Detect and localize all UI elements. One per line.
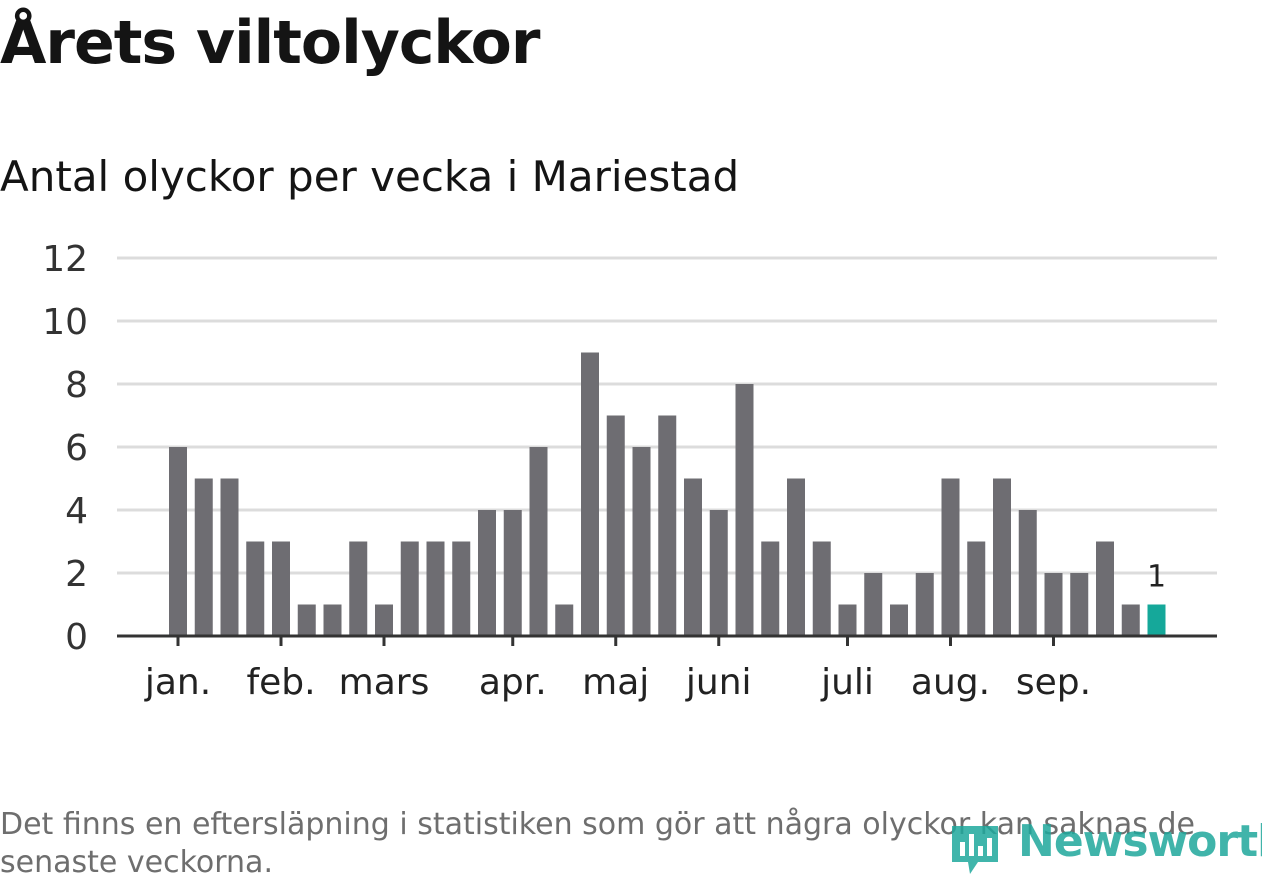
bar [761, 541, 780, 636]
bar [400, 541, 419, 636]
bar [555, 604, 574, 636]
y-tick-label: 12 [42, 239, 88, 280]
y-tick-label: 6 [65, 428, 88, 469]
chart-title: Årets viltolyckor [0, 8, 540, 78]
bar [787, 478, 805, 636]
bar [503, 510, 522, 636]
bar [915, 573, 934, 636]
newsworthy-logo: Newsworthy [948, 812, 1262, 878]
y-tick-label: 2 [65, 554, 88, 595]
bar [709, 510, 728, 636]
bar [993, 478, 1011, 636]
x-tick-label: juni [685, 662, 752, 703]
bar [169, 447, 187, 636]
y-tick-label: 4 [65, 491, 88, 532]
x-tick-label: jan. [144, 662, 211, 703]
bar [194, 478, 213, 636]
bar [323, 604, 342, 636]
bar [632, 447, 651, 636]
bar [890, 604, 908, 636]
bar [1044, 573, 1063, 636]
bar [349, 541, 368, 636]
y-tick-label: 10 [42, 302, 88, 343]
bar [1070, 573, 1089, 636]
x-tick-label: mars [339, 662, 430, 703]
bar [297, 604, 316, 636]
bar [1018, 510, 1037, 636]
bar [1121, 604, 1140, 636]
bar [426, 541, 445, 636]
x-tick-label: sep. [1016, 662, 1091, 703]
y-tick-label: 8 [65, 365, 88, 406]
x-tick-label: maj [582, 662, 649, 703]
newsworthy-logo-icon [952, 826, 998, 874]
logo-text: Newsworthy [1018, 816, 1262, 867]
x-tick-label: juli [820, 662, 874, 703]
bar [1096, 541, 1114, 636]
bar-chart: 0 2 4 6 8 10 12 1 jan. feb. mars apr. maj juni juli aug… [42, 239, 1217, 703]
chart-subtitle: Antal olyckor per vecka i Mariestad [0, 152, 740, 201]
x-tick-label: apr. [479, 662, 547, 703]
bar [452, 541, 471, 636]
bar [812, 541, 831, 636]
bar [375, 604, 393, 636]
bar [581, 352, 599, 636]
bar [941, 478, 960, 636]
bar [478, 510, 496, 636]
bar [272, 541, 290, 636]
bar [735, 384, 754, 636]
x-tick-label: feb. [246, 662, 315, 703]
bar [684, 478, 702, 636]
bar [529, 447, 548, 636]
bar-highlight [1147, 604, 1166, 636]
data-label: 1 [1147, 560, 1166, 595]
bar [246, 541, 265, 636]
bar [864, 573, 883, 636]
bar [838, 604, 857, 636]
x-tick-label: aug. [911, 662, 990, 703]
bar [658, 415, 677, 636]
bar [220, 478, 239, 636]
bar [606, 415, 625, 636]
bar [967, 541, 986, 636]
y-tick-label: 0 [65, 617, 88, 658]
